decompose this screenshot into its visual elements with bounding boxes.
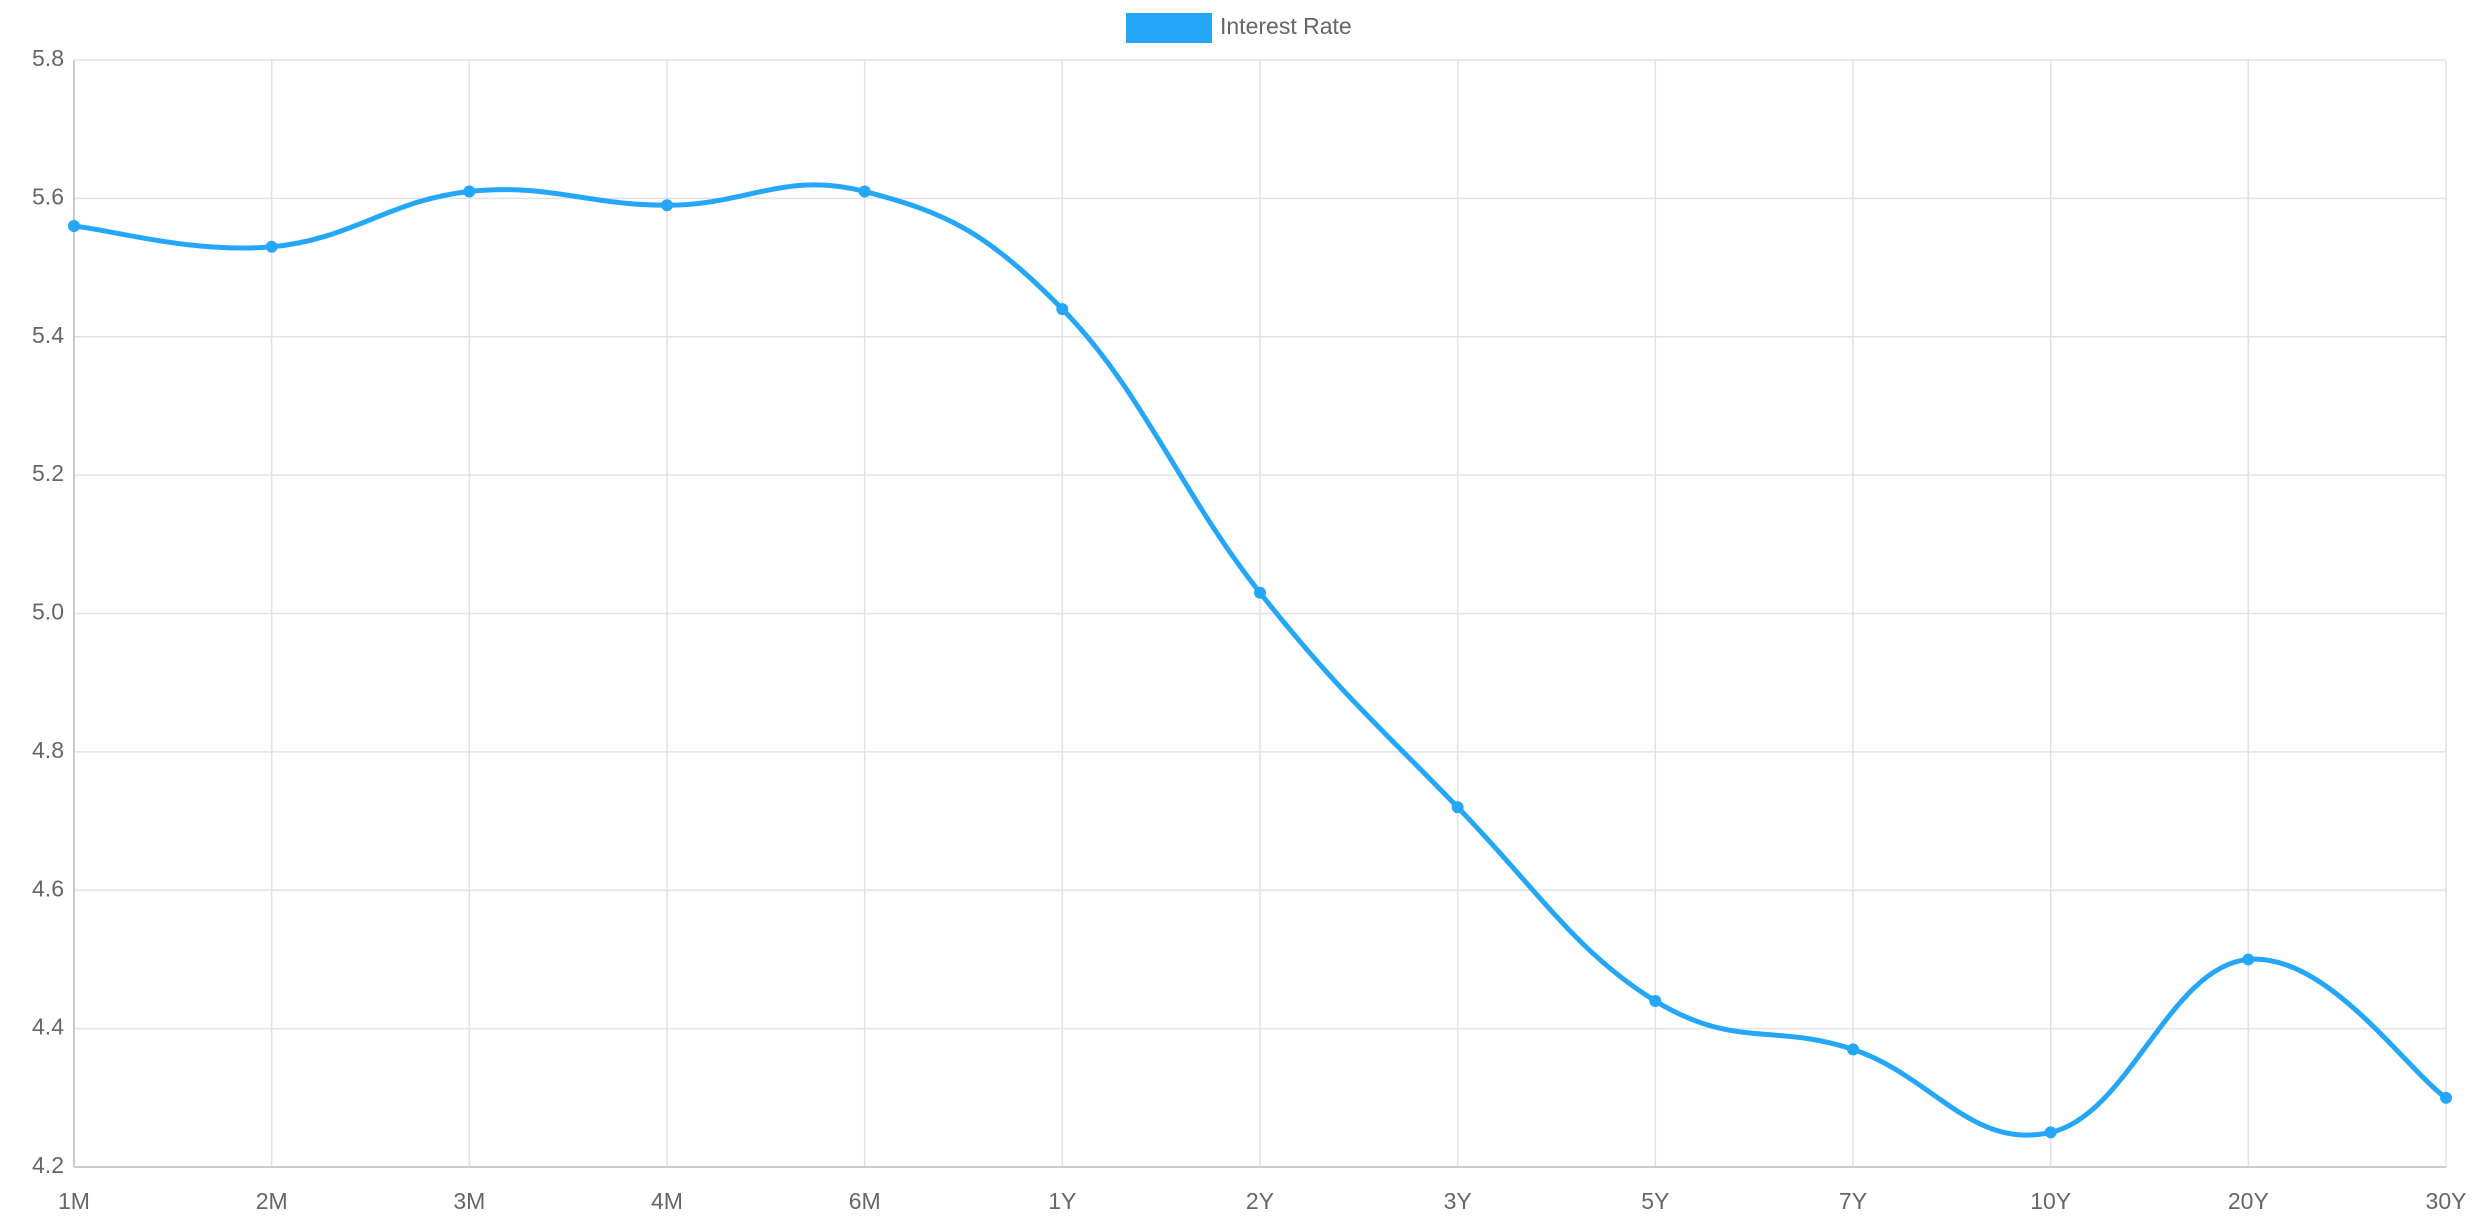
x-tick-label: 4M — [651, 1188, 683, 1214]
x-tick-label: 3Y — [1444, 1188, 1472, 1214]
y-tick-label: 4.6 — [32, 875, 64, 901]
data-point — [2044, 1126, 2057, 1139]
y-tick-label: 5.4 — [32, 322, 64, 348]
data-point — [2242, 953, 2255, 966]
y-tick-label: 4.8 — [32, 737, 64, 763]
y-tick-label: 5.8 — [32, 45, 64, 71]
x-tick-label: 7Y — [1839, 1188, 1867, 1214]
x-tick-label: 2M — [256, 1188, 288, 1214]
x-tick-label: 1Y — [1048, 1188, 1076, 1214]
data-point — [1451, 801, 1464, 814]
x-tick-label: 2Y — [1246, 1188, 1274, 1214]
y-tick-label: 4.4 — [32, 1014, 64, 1040]
legend-swatch — [1126, 13, 1212, 43]
data-point — [1254, 586, 1266, 599]
y-tick-label: 4.2 — [32, 1152, 64, 1178]
x-tick-label: 20Y — [2228, 1188, 2269, 1214]
x-tick-label: 30Y — [2426, 1188, 2467, 1214]
data-point — [68, 220, 80, 233]
data-point — [265, 240, 278, 253]
data-point — [661, 199, 673, 212]
x-tick-label: 10Y — [2030, 1188, 2071, 1214]
data-point — [1056, 303, 1069, 316]
data-point — [463, 185, 476, 198]
y-tick-label: 5.2 — [32, 460, 64, 486]
data-point — [1847, 1043, 1859, 1056]
data-point — [858, 185, 871, 198]
data-point — [1649, 994, 1662, 1007]
legend-label: Interest Rate — [1220, 13, 1352, 39]
y-tick-label: 5.6 — [32, 183, 64, 209]
x-tick-label: 5Y — [1641, 1188, 1669, 1214]
data-line — [73, 182, 2448, 1138]
x-tick-label: 3M — [453, 1188, 485, 1214]
y-tick-label: 5.0 — [32, 599, 64, 625]
x-tick-label: 6M — [849, 1188, 881, 1214]
data-point — [2440, 1091, 2452, 1104]
x-tick-label: 1M — [58, 1188, 90, 1214]
